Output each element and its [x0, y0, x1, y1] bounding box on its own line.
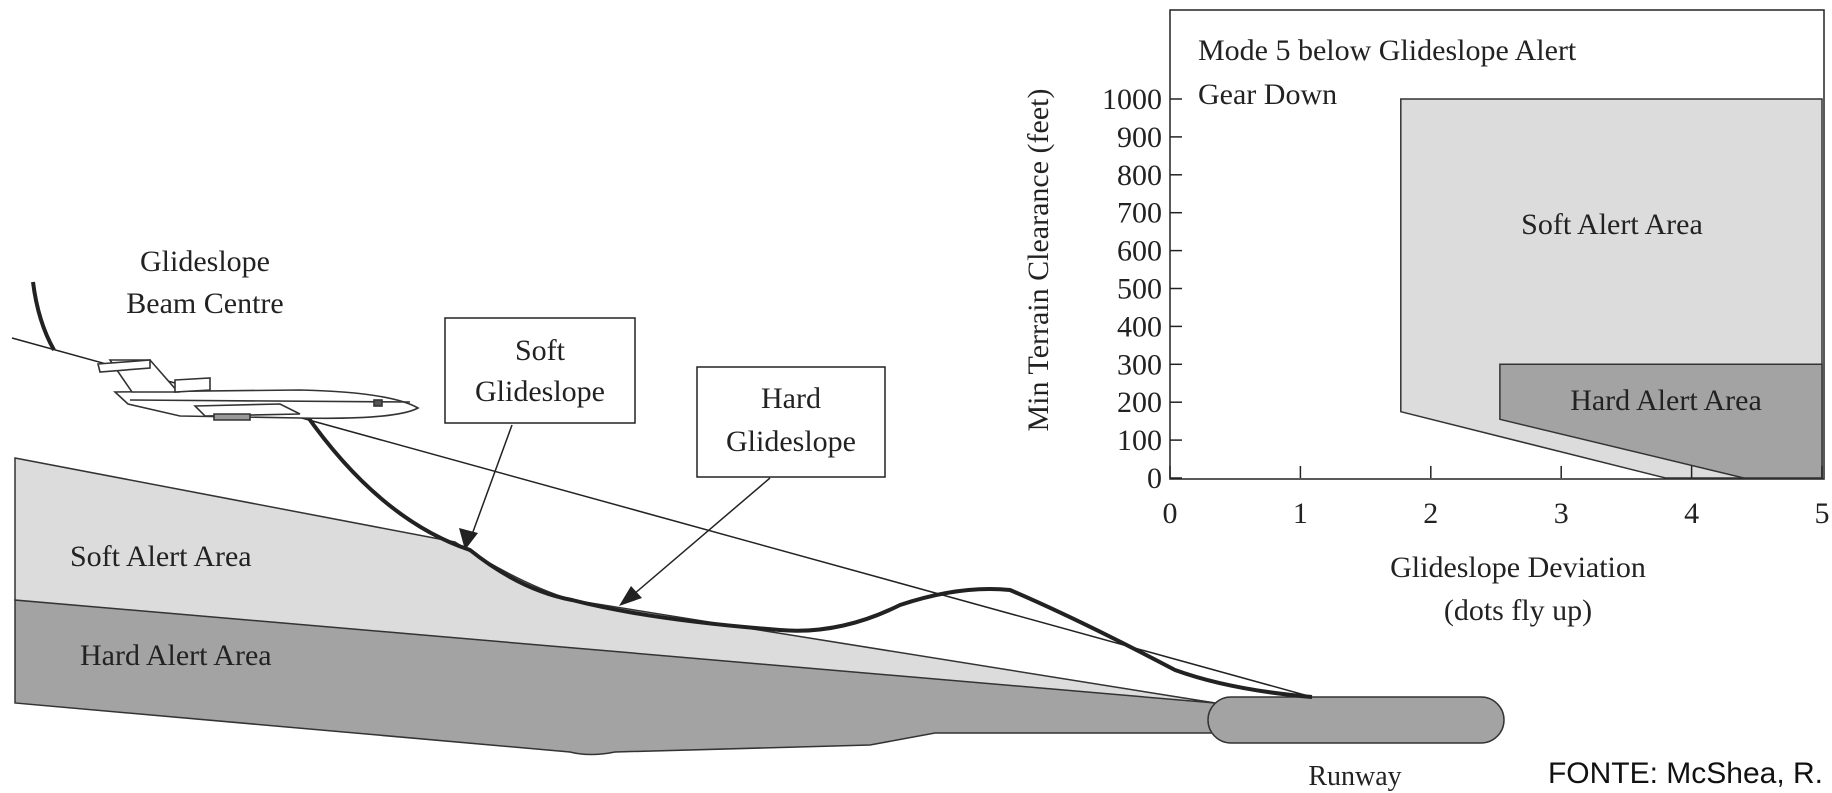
alert-envelope-chart: 0 100 200 300 400 500 600 700 800 900 1000 0 1 2 3 4 5 M… [1022, 9, 1830, 627]
chart-title-line1: Mode 5 below Glideslope Alert [1198, 34, 1577, 67]
chart-title-line2: Gear Down [1198, 78, 1337, 111]
approach-diagram: Glideslope Beam Centre Soft Glideslope H… [11, 245, 1505, 792]
airplane-icon [96, 359, 420, 421]
hard-glideslope-callout-box [696, 366, 886, 478]
chart-areas [1400, 98, 1823, 479]
soft-alert-area-label: Soft Alert Area [70, 540, 252, 573]
chart-soft-area-label: Soft Alert Area [1521, 208, 1703, 241]
chart-hard-alert-area [1499, 363, 1823, 479]
x-tick-label: 0 [1163, 497, 1178, 530]
hard-glideslope-callout-line1: Hard [761, 382, 821, 415]
soft-glideslope-arrowhead [459, 528, 478, 550]
soft-glideslope-callout-box [444, 317, 636, 424]
y-tick-label: 900 [1117, 121, 1162, 154]
y-tick-label: 400 [1117, 310, 1162, 343]
runway [1207, 696, 1505, 744]
chart-x-axis-label-line2: (dots fly up) [1444, 594, 1592, 627]
y-tick-label: 0 [1147, 462, 1162, 495]
y-tick-label: 800 [1117, 159, 1162, 192]
y-tick-label: 500 [1117, 273, 1162, 306]
y-tick-label: 600 [1117, 235, 1162, 268]
y-tick-label: 200 [1117, 386, 1162, 419]
x-tick-label: 2 [1423, 497, 1438, 530]
source-credit: FONTE: McShea, R. [1548, 757, 1823, 790]
soft-glideslope-arrow [469, 424, 513, 541]
hard-glideslope-arrowhead [619, 586, 642, 606]
x-tick-label: 3 [1554, 497, 1569, 530]
runway-label: Runway [1308, 761, 1401, 792]
y-tick-label: 100 [1117, 424, 1162, 457]
x-tick-label: 4 [1684, 497, 1699, 530]
soft-glideslope-callout-line2: Glideslope [475, 375, 605, 408]
chart-x-axis-label-line1: Glideslope Deviation [1390, 551, 1646, 584]
x-tick-label: 1 [1293, 497, 1308, 530]
soft-glideslope-callout-line1: Soft [515, 334, 566, 367]
chart-axes: 0 100 200 300 400 500 600 700 800 900 1000 0 1 2 3 4 5 [1102, 83, 1830, 530]
x-tick-label: 5 [1815, 497, 1830, 530]
hard-glideslope-arrow [626, 477, 771, 601]
y-tick-label: 1000 [1102, 83, 1162, 116]
flight-path [31, 281, 1313, 699]
chart-hard-area-label: Hard Alert Area [1570, 384, 1762, 417]
y-tick-label: 300 [1117, 348, 1162, 381]
y-tick-label: 700 [1117, 197, 1162, 230]
beam-label-line1: Glideslope [140, 245, 270, 278]
hard-glideslope-callout-line2: Glideslope [726, 425, 856, 458]
beam-label-line2: Beam Centre [126, 287, 283, 320]
chart-y-axis-label: Min Terrain Clearance (feet) [1022, 89, 1055, 432]
hard-alert-area-label: Hard Alert Area [80, 639, 272, 672]
